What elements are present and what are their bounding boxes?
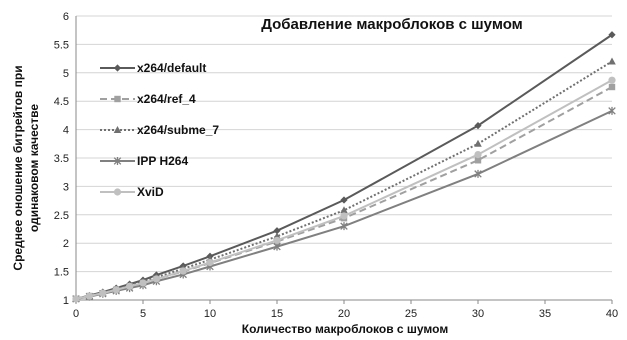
legend-entry: IPP H264 bbox=[100, 154, 188, 168]
data-point bbox=[85, 292, 93, 300]
data-point bbox=[608, 83, 616, 91]
data-point bbox=[608, 106, 616, 115]
data-point bbox=[99, 289, 107, 297]
legend-marker bbox=[113, 64, 122, 72]
data-point bbox=[474, 150, 482, 159]
y-tick-label: 4.5 bbox=[54, 96, 69, 108]
data-point bbox=[608, 31, 616, 39]
x-tick-label: 10 bbox=[204, 308, 216, 320]
data-point bbox=[608, 76, 616, 84]
y-tick-label: 2 bbox=[63, 238, 69, 250]
legend: x264/default x264/ref_4 x264/subme_7 IPP H2… bbox=[100, 61, 219, 199]
data-point bbox=[273, 227, 281, 235]
y-tick-label: 6 bbox=[63, 11, 69, 23]
series-group bbox=[72, 31, 616, 303]
x-tick-label: 20 bbox=[338, 308, 350, 320]
data-point bbox=[340, 222, 348, 231]
data-point bbox=[474, 122, 482, 130]
y-axis-label-line-1: Среднее оношение битрейтов при bbox=[11, 65, 25, 270]
data-point bbox=[112, 286, 120, 294]
x-tick-label: 5 bbox=[140, 308, 146, 320]
y-axis-label: Среднее оношение битрейтов при одинаково… bbox=[11, 65, 41, 270]
legend-label: IPP H264 bbox=[137, 154, 188, 168]
data-point bbox=[152, 275, 160, 283]
legend-marker bbox=[113, 188, 122, 196]
data-point bbox=[72, 295, 80, 303]
x-tick-labels: 0 5 10 15 20 25 30 35 40 bbox=[73, 308, 618, 320]
legend-label: x264/subme_7 bbox=[137, 123, 219, 137]
data-point bbox=[608, 57, 616, 65]
y-tick-label: 3 bbox=[63, 181, 69, 193]
legend-label: XviD bbox=[137, 185, 164, 199]
y-tick-label: 3.5 bbox=[54, 153, 69, 165]
y-tick-label: 4 bbox=[63, 125, 69, 137]
x-tick-label: 25 bbox=[405, 308, 417, 320]
legend-entry: XviD bbox=[100, 185, 164, 199]
data-point bbox=[474, 169, 482, 178]
y-axis-label-line-2: одинаковом качестве bbox=[27, 104, 41, 233]
data-point bbox=[340, 212, 348, 220]
legend-marker bbox=[113, 157, 122, 165]
legend-label: x264/default bbox=[137, 61, 206, 75]
data-point bbox=[206, 258, 214, 267]
grid-lines bbox=[76, 15, 612, 273]
y-tick-labels: 1 1.5 2 2.5 3 3.5 4 4.5 5 5.5 6 bbox=[54, 11, 69, 307]
x-tick-label: 0 bbox=[73, 308, 79, 320]
x-tick-label: 40 bbox=[606, 308, 618, 320]
x-tick-label: 35 bbox=[539, 308, 551, 320]
legend-label: x264/ref_4 bbox=[137, 92, 196, 106]
legend-entry: x264/default bbox=[100, 61, 206, 75]
legend-marker bbox=[113, 126, 122, 133]
series-4 bbox=[72, 76, 616, 303]
y-tick-label: 5.5 bbox=[54, 39, 69, 51]
data-point bbox=[340, 206, 348, 214]
data-point bbox=[179, 267, 187, 275]
data-point bbox=[126, 282, 134, 290]
data-point bbox=[139, 279, 147, 287]
data-point bbox=[474, 157, 482, 164]
y-tick-label: 2.5 bbox=[54, 210, 69, 222]
data-point bbox=[273, 236, 281, 244]
legend-marker bbox=[114, 95, 121, 103]
chart-title: Добавление макроблоков с шумом bbox=[261, 16, 523, 33]
legend-entry: x264/ref_4 bbox=[100, 92, 196, 106]
x-tick-label: 30 bbox=[472, 308, 484, 320]
y-tick-label: 1.5 bbox=[54, 267, 69, 279]
x-axis-label: Количество макроблоков с шумом bbox=[242, 322, 449, 336]
legend-entry: x264/subme_7 bbox=[100, 123, 219, 137]
data-point bbox=[474, 139, 482, 147]
data-point bbox=[340, 196, 348, 204]
series-line bbox=[75, 109, 613, 300]
y-tick-label: 1 bbox=[63, 295, 69, 307]
x-tick-label: 15 bbox=[271, 308, 283, 320]
y-tick-label: 5 bbox=[63, 68, 69, 80]
